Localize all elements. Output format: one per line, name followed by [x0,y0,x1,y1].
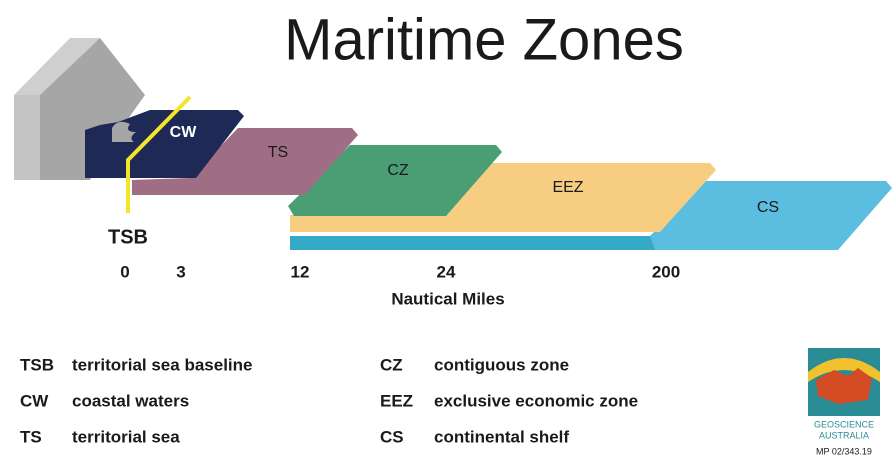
legend-text: continental shelf [434,427,569,446]
legend-abbr: TSB [20,355,54,374]
legend-abbr: TS [20,427,42,446]
land [14,38,145,180]
logo-band [808,358,880,382]
legend-text: territorial sea baseline [72,355,252,374]
logo-text: AUSTRALIA [819,430,869,440]
ts-zone [132,128,358,195]
scale-tick: 200 [652,262,680,281]
legend-abbr: CS [380,427,404,446]
baseline-line [126,95,192,213]
scale-tick: 3 [176,262,185,281]
logo: GEOSCIENCE AUSTRALIA MP 02/343.19 [808,348,880,456]
zone-label: CS [757,199,779,216]
logo-map [816,368,872,404]
coastline [112,121,136,142]
baseline-label: TSB [108,226,148,248]
cz-zone [288,145,502,216]
scale-tick: 12 [291,262,310,281]
zone-label: TS [268,144,288,161]
scale-tick: 24 [437,262,456,281]
cs-zone-edge [290,236,655,250]
legend: TSB territorial sea baseline CW coastal … [20,355,638,446]
scale-tick: 0 [120,262,129,281]
legend-text: territorial sea [72,427,180,446]
legend-abbr: CZ [380,355,403,374]
cs-zone [290,181,892,250]
legend-text: coastal waters [72,391,189,410]
legend-text: contiguous zone [434,355,569,374]
zone-label: EEZ [552,179,583,196]
zone-label: CW [170,124,198,141]
legend-abbr: EEZ [380,391,413,410]
legend-text: exclusive economic zone [434,391,638,410]
title: Maritime Zones [284,7,684,72]
legend-abbr: CW [20,391,49,410]
logo-text: GEOSCIENCE [814,419,874,429]
logo-code: MP 02/343.19 [816,446,872,456]
scale-label: Nautical Miles [391,289,504,308]
zone-label: CZ [387,162,409,179]
eez-zone [290,163,716,232]
